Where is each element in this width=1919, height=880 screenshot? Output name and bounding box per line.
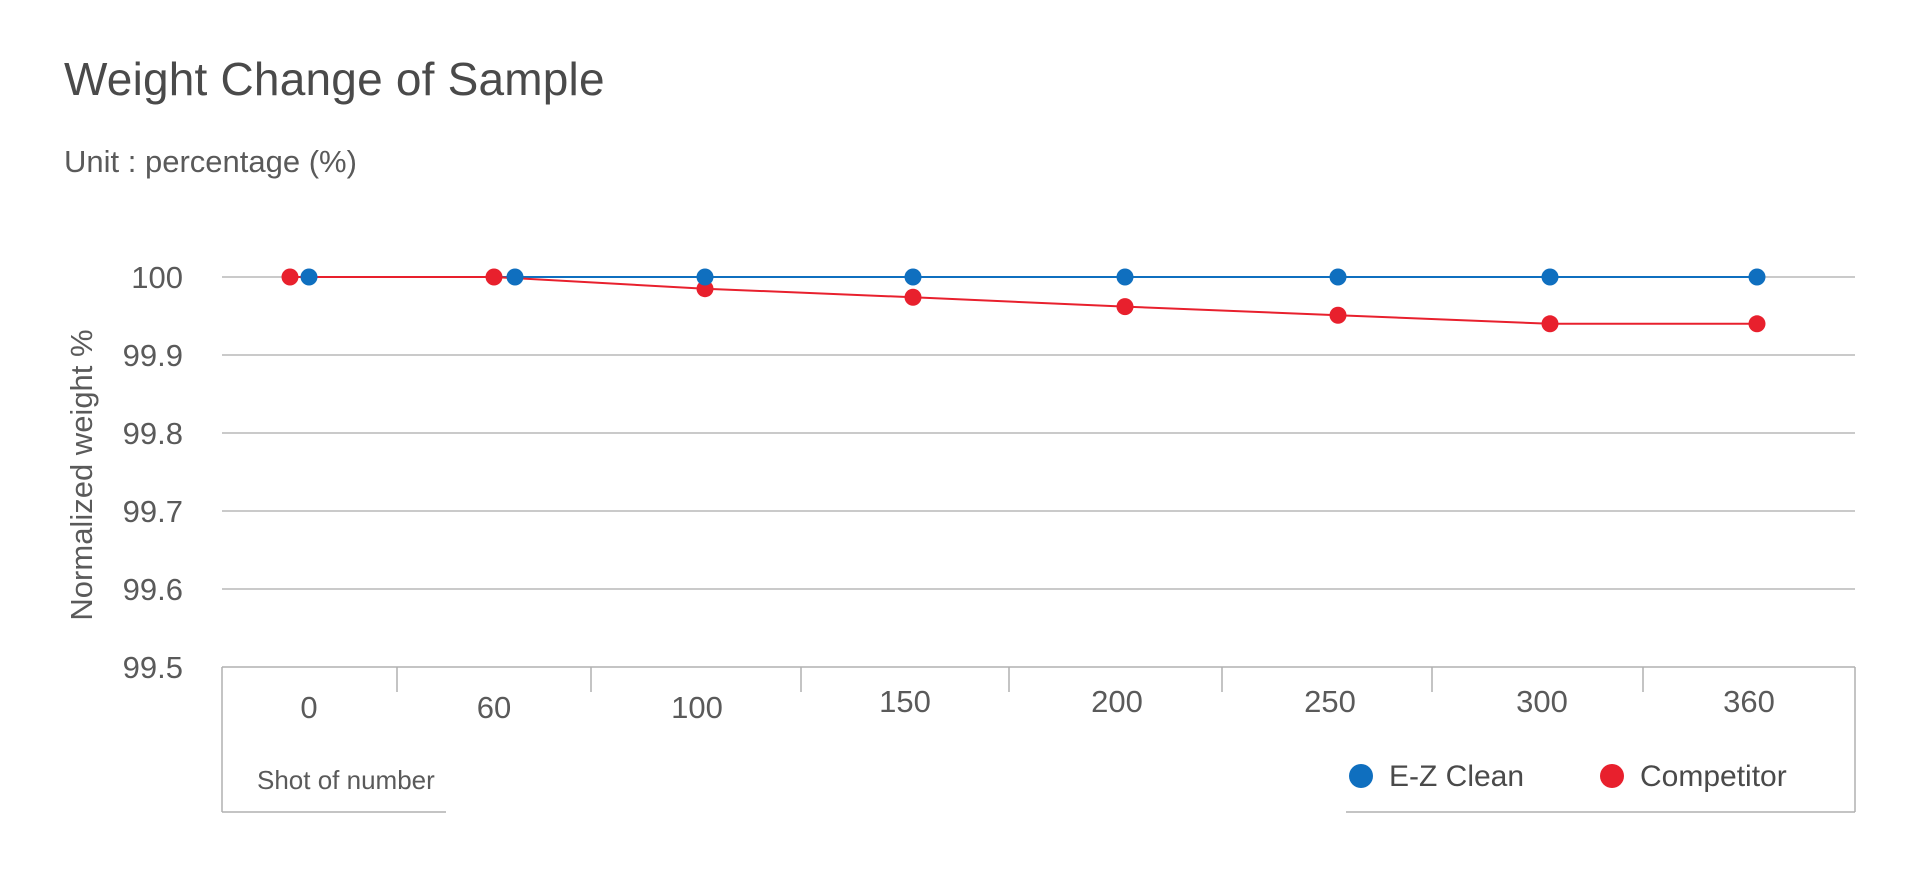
x-tick-label: 360: [1723, 684, 1775, 719]
y-tick-label: 99.5: [123, 650, 183, 685]
y-tick-label: 99.8: [123, 416, 183, 451]
data-point-competitor: [904, 288, 922, 306]
data-point-e-z-clean: [1116, 268, 1134, 286]
x-tick-label: 300: [1516, 684, 1568, 719]
x-tick-label: 0: [300, 690, 317, 725]
x-tick-label: 250: [1304, 684, 1356, 719]
series-group: [281, 268, 1766, 333]
x-axis-box: [221, 666, 1856, 813]
legend-marker: [1349, 764, 1373, 788]
data-point-e-z-clean: [1541, 268, 1559, 286]
data-point-e-z-clean: [1748, 268, 1766, 286]
data-point-e-z-clean: [696, 268, 714, 286]
y-axis-label: Normalized weight %: [64, 329, 99, 620]
x-tick-labels: 0 60 100 150 200 250 300 360: [300, 684, 1774, 725]
chart-title: Weight Change of Sample: [64, 53, 605, 105]
legend-marker: [1600, 764, 1624, 788]
y-tick-labels: 100 99.9 99.8 99.7 99.6 99.5: [123, 260, 183, 685]
x-tick-label: 200: [1091, 684, 1143, 719]
x-tick-label: 100: [671, 690, 723, 725]
x-axis-label: Shot of number: [257, 765, 435, 795]
legend-label: E-Z Clean: [1389, 760, 1524, 793]
data-point-competitor: [281, 268, 299, 286]
data-point-competitor: [485, 268, 503, 286]
data-point-competitor: [1116, 298, 1134, 316]
data-point-e-z-clean: [506, 268, 524, 286]
y-tick-label: 99.9: [123, 338, 183, 373]
series-line-competitor: [290, 276, 1757, 325]
legend: E-Z Clean Competitor: [1349, 760, 1787, 793]
x-tick-label: 150: [879, 684, 931, 719]
x-tick-label: 60: [477, 690, 511, 725]
y-tick-label: 99.7: [123, 494, 183, 529]
data-point-e-z-clean: [300, 268, 318, 286]
data-point-competitor: [1329, 306, 1347, 324]
chart-subtitle: Unit : percentage (%): [64, 144, 357, 179]
data-point-e-z-clean: [904, 268, 922, 286]
data-point-competitor: [1541, 315, 1559, 333]
data-point-e-z-clean: [1329, 268, 1347, 286]
data-point-competitor: [1748, 315, 1766, 333]
y-tick-label: 100: [131, 260, 183, 295]
y-tick-label: 99.6: [123, 572, 183, 607]
legend-label: Competitor: [1640, 760, 1787, 793]
data-point-competitor: [696, 280, 714, 298]
